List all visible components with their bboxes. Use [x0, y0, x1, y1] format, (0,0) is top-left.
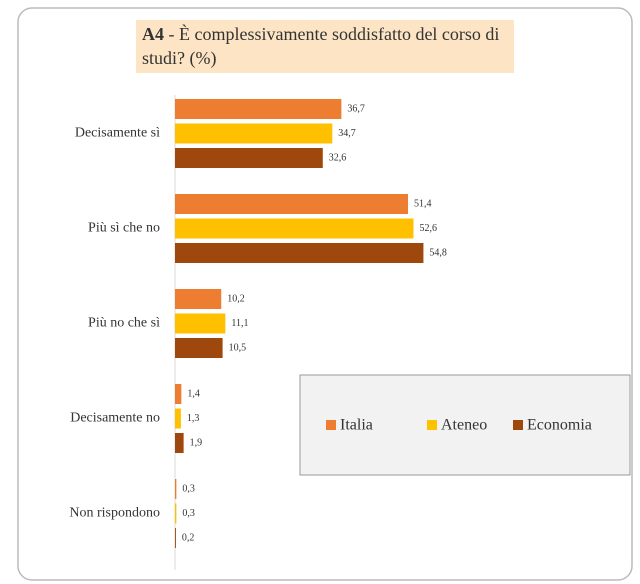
bar: [175, 194, 409, 214]
bar: [175, 384, 182, 404]
value-label: 11,1: [231, 318, 248, 329]
bar: [175, 218, 414, 239]
title-text: - È complessivamente soddisfatto del cor…: [142, 24, 500, 68]
bar: [175, 123, 333, 144]
value-label: 1,9: [190, 437, 203, 448]
bar: [175, 528, 176, 548]
value-label: 51,4: [414, 198, 432, 209]
frame: [17, 7, 633, 581]
value-label: 36,7: [347, 103, 365, 114]
legend-swatch: [513, 420, 523, 430]
value-label: 54,8: [429, 247, 447, 258]
value-label: 0,3: [182, 483, 195, 494]
category-label: Decisamente no: [70, 411, 160, 426]
legend-swatch: [326, 420, 336, 430]
bar: [175, 313, 226, 334]
category-label: Più no che sì: [88, 316, 160, 331]
value-label: 10,2: [227, 293, 245, 304]
value-label: 1,3: [187, 413, 200, 424]
value-label: 52,6: [419, 223, 437, 234]
category-label: Decisamente sì: [75, 126, 160, 141]
bar: [175, 408, 181, 429]
bar: [175, 148, 323, 168]
legend-label: Italia: [340, 417, 373, 434]
legend-label: Ateneo: [441, 417, 487, 434]
chart-title: A4 - È complessivamente soddisfatto del …: [136, 20, 514, 73]
category-label: Più sì che no: [88, 221, 160, 236]
title-code: A4: [142, 24, 164, 44]
value-label: 1,4: [187, 388, 200, 399]
bar: [175, 289, 222, 309]
value-label: 0,2: [182, 532, 195, 543]
legend-label: Economia: [527, 417, 592, 434]
legend-swatch: [427, 420, 437, 430]
value-label: 0,3: [182, 508, 195, 519]
value-label: 32,6: [329, 152, 347, 163]
value-label: 10,5: [229, 342, 247, 353]
legend-box: [299, 374, 631, 476]
bar: [175, 243, 424, 263]
category-label: Non rispondono: [69, 506, 160, 521]
bar: [175, 338, 223, 358]
bar: [175, 479, 177, 499]
bar: [175, 503, 177, 524]
value-label: 34,7: [338, 128, 356, 139]
bar: [175, 99, 342, 119]
bar: [175, 433, 184, 453]
